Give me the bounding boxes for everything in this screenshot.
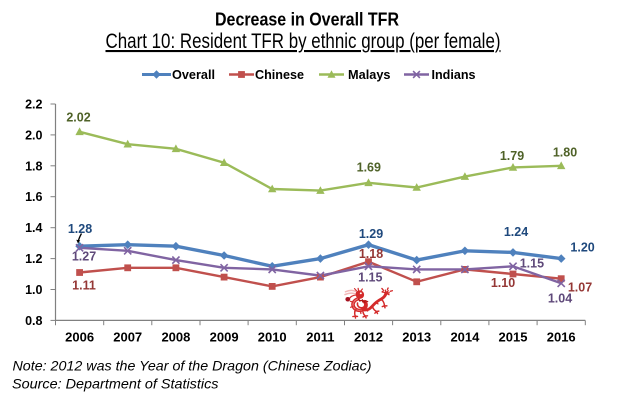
svg-text:1.4: 1.4 bbox=[25, 221, 42, 235]
svg-text:1.15: 1.15 bbox=[358, 270, 382, 284]
svg-text:Source: Department of Statisti: Source: Department of Statistics bbox=[12, 376, 219, 392]
svg-text:1.6: 1.6 bbox=[25, 190, 42, 204]
svg-text:Chinese: Chinese bbox=[255, 67, 304, 82]
svg-text:2.2: 2.2 bbox=[25, 98, 42, 112]
svg-text:2013: 2013 bbox=[402, 330, 431, 345]
svg-text:2009: 2009 bbox=[210, 330, 239, 345]
svg-text:1.24: 1.24 bbox=[504, 225, 528, 239]
svg-text:Chart 10: Resident TFR by ethn: Chart 10: Resident TFR by ethnic group (… bbox=[106, 30, 501, 53]
svg-text:2.0: 2.0 bbox=[25, 128, 42, 142]
svg-text:2008: 2008 bbox=[161, 330, 190, 345]
svg-text:1.18: 1.18 bbox=[359, 247, 383, 261]
svg-text:2.02: 2.02 bbox=[66, 111, 90, 125]
svg-text:1.27: 1.27 bbox=[72, 250, 96, 264]
svg-text:2010: 2010 bbox=[258, 330, 287, 345]
svg-text:Overall: Overall bbox=[172, 67, 215, 82]
svg-text:0.8: 0.8 bbox=[25, 314, 42, 328]
svg-text:2014: 2014 bbox=[450, 330, 480, 345]
svg-text:1.69: 1.69 bbox=[357, 161, 381, 175]
svg-text:1.11: 1.11 bbox=[72, 279, 96, 293]
svg-text:Note: 2012 was the Year of the: Note: 2012 was the Year of the Dragon (C… bbox=[13, 358, 372, 374]
svg-text:Malays: Malays bbox=[348, 67, 391, 82]
svg-text:1.79: 1.79 bbox=[500, 149, 524, 163]
svg-text:1.28: 1.28 bbox=[68, 222, 92, 236]
svg-text:2011: 2011 bbox=[306, 330, 334, 345]
svg-text:2012: 2012 bbox=[354, 330, 383, 345]
svg-text:2015: 2015 bbox=[499, 330, 528, 345]
svg-text:1.0: 1.0 bbox=[25, 283, 42, 297]
svg-text:1.20: 1.20 bbox=[570, 241, 594, 255]
svg-text:2016: 2016 bbox=[547, 330, 576, 345]
svg-text:2006: 2006 bbox=[65, 330, 94, 345]
svg-text:1.80: 1.80 bbox=[553, 146, 577, 160]
svg-text:1.2: 1.2 bbox=[25, 252, 42, 266]
svg-text:1.07: 1.07 bbox=[568, 281, 592, 295]
svg-text:Indians: Indians bbox=[432, 67, 476, 82]
svg-text:1.10: 1.10 bbox=[491, 276, 515, 290]
svg-text:Decrease in Overall TFR: Decrease in Overall TFR bbox=[215, 10, 399, 30]
svg-text:1.29: 1.29 bbox=[359, 227, 383, 241]
svg-text:1.8: 1.8 bbox=[25, 159, 42, 173]
svg-text:2007: 2007 bbox=[113, 330, 142, 345]
svg-text:1.15: 1.15 bbox=[520, 256, 544, 270]
svg-text:1.04: 1.04 bbox=[548, 292, 572, 306]
